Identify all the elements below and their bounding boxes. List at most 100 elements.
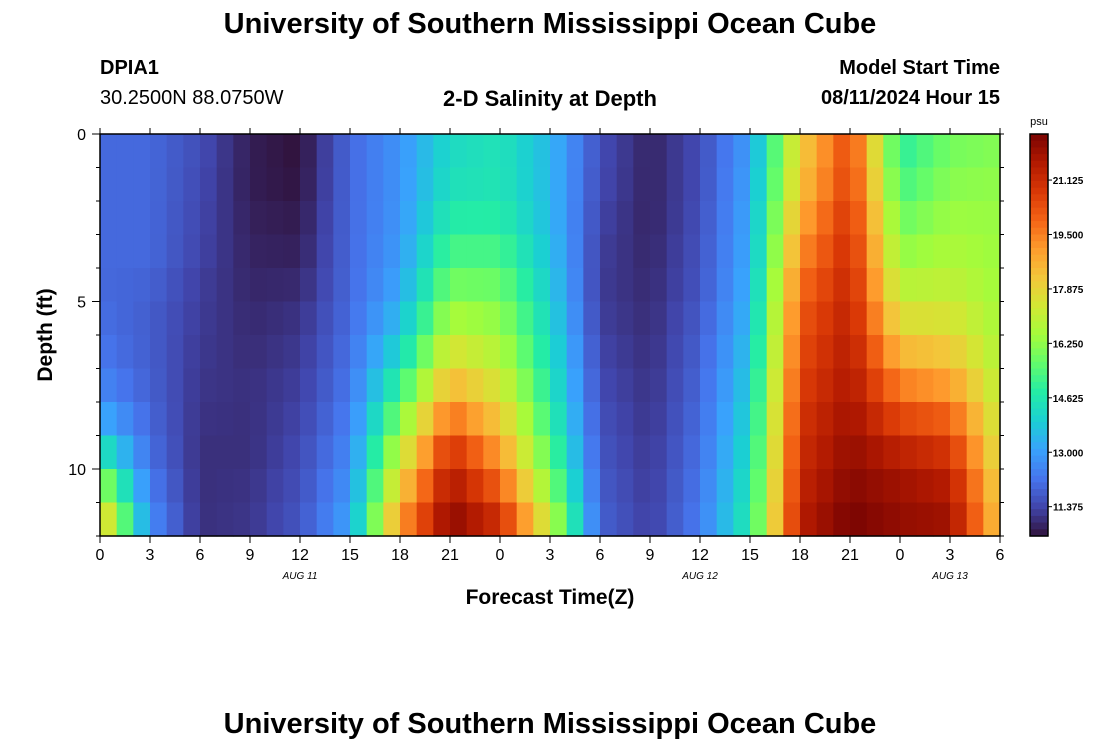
- colorbar-segment: [1030, 361, 1048, 370]
- heatmap-cell: [783, 167, 801, 202]
- heatmap-cell: [750, 201, 768, 236]
- heatmap-cell: [150, 469, 168, 504]
- colorbar-segment: [1030, 268, 1048, 276]
- heatmap-cell: [666, 134, 684, 169]
- heatmap-cell: [616, 167, 634, 202]
- colorbar: psu 21.125 19.500 17.875 16.250 14.625 13.000 1…: [1029, 116, 1084, 537]
- heatmap-cell: [183, 402, 201, 437]
- heatmap-cell: [916, 234, 934, 269]
- heatmap-cell: [233, 469, 251, 504]
- heatmap-cell: [750, 435, 768, 470]
- heatmap-cell: [916, 335, 934, 370]
- colorbar-segment: [1030, 408, 1048, 416]
- heatmap-cell: [333, 167, 351, 202]
- colorbar-segment: [1030, 308, 1048, 316]
- heatmap-cell: [566, 368, 584, 403]
- colorbar-tick-label: 17.875: [1053, 285, 1084, 296]
- heatmap-cell: [566, 268, 584, 303]
- heatmap-cell: [750, 234, 768, 269]
- heatmap-cell: [683, 268, 701, 303]
- heatmap-cell: [133, 469, 151, 504]
- heatmap-cell: [350, 234, 368, 269]
- heatmap-cell: [466, 234, 484, 269]
- heatmap-cell: [350, 435, 368, 470]
- heatmap-cell: [233, 234, 251, 269]
- heatmap-cell: [666, 335, 684, 370]
- heatmap-cell: [333, 134, 351, 169]
- colorbar-segment: [1030, 435, 1048, 443]
- heatmap-cell: [550, 167, 568, 202]
- heatmap-cell: [483, 301, 501, 336]
- heatmap-cell: [183, 201, 201, 236]
- heatmap-cell: [233, 502, 251, 537]
- heatmap-cell: [733, 502, 751, 537]
- heatmap-cell: [966, 435, 984, 470]
- heatmap-cell: [883, 335, 901, 370]
- heatmap-cell: [500, 134, 518, 169]
- heatmap-cell: [966, 335, 984, 370]
- heatmap-cell: [283, 402, 301, 437]
- heatmap-cell: [583, 502, 601, 537]
- heatmap-cell: [516, 335, 534, 370]
- heatmap-cell: [550, 402, 568, 437]
- heatmap-cell: [316, 201, 334, 236]
- heatmap-cell: [150, 368, 168, 403]
- heatmap-cell: [900, 201, 918, 236]
- heatmap-cell: [850, 402, 868, 437]
- heatmap-cell: [300, 234, 318, 269]
- colorbar-unit: psu: [1030, 116, 1048, 128]
- heatmap-cell: [750, 502, 768, 537]
- heatmap-cell: [433, 268, 451, 303]
- heatmap-cell: [883, 234, 901, 269]
- heatmap-cell: [650, 469, 668, 504]
- colorbar-segment: [1030, 154, 1048, 162]
- heatmap-cell: [266, 134, 284, 169]
- heatmap-cell: [600, 469, 618, 504]
- heatmap-cell: [250, 167, 268, 202]
- heatmap-cell: [183, 301, 201, 336]
- heatmap-cell: [333, 301, 351, 336]
- heatmap-cell: [633, 435, 651, 470]
- heatmap-cell: [983, 167, 1001, 202]
- heatmap-cell: [633, 335, 651, 370]
- colorbar-segment: [1030, 180, 1048, 189]
- plot-title: 2-D Salinity at Depth: [443, 86, 657, 111]
- heatmap-cell: [916, 469, 934, 504]
- heatmap-cell: [866, 167, 884, 202]
- heatmap-cell: [750, 335, 768, 370]
- heatmap-cell: [966, 167, 984, 202]
- heatmap-cell: [916, 268, 934, 303]
- heatmap-cell: [283, 134, 301, 169]
- heatmap-cell: [550, 234, 568, 269]
- heatmap-cell: [483, 469, 501, 504]
- colorbar-segment: [1030, 134, 1048, 142]
- heatmap-cell: [616, 368, 634, 403]
- heatmap-cell: [100, 435, 118, 470]
- date-label: AUG 13: [931, 571, 968, 582]
- heatmap-cell: [566, 469, 584, 504]
- colorbar-segment: [1030, 328, 1048, 336]
- heatmap-cell: [316, 301, 334, 336]
- heatmap-cell: [516, 435, 534, 470]
- heatmap-cell: [816, 201, 834, 236]
- heatmap-cell: [516, 402, 534, 437]
- heatmap-cell: [166, 368, 184, 403]
- heatmap-cell: [250, 201, 268, 236]
- heatmap-cell: [200, 469, 218, 504]
- heatmap-cell: [933, 368, 951, 403]
- colorbar-segment: [1030, 462, 1048, 470]
- heatmap-cell: [816, 234, 834, 269]
- heatmap-cell: [283, 469, 301, 504]
- heatmap-cell: [266, 301, 284, 336]
- heatmap-cell: [866, 201, 884, 236]
- heatmap-cell: [250, 268, 268, 303]
- heatmap-cell: [400, 402, 418, 437]
- heatmap-cell: [616, 402, 634, 437]
- heatmap-cell: [583, 268, 601, 303]
- heatmap-cell: [600, 201, 618, 236]
- colorbar-segment: [1030, 395, 1048, 403]
- heatmap-cell: [716, 234, 734, 269]
- colorbar-segment: [1030, 495, 1048, 504]
- heatmap-cell: [850, 435, 868, 470]
- heatmap-cell: [916, 201, 934, 236]
